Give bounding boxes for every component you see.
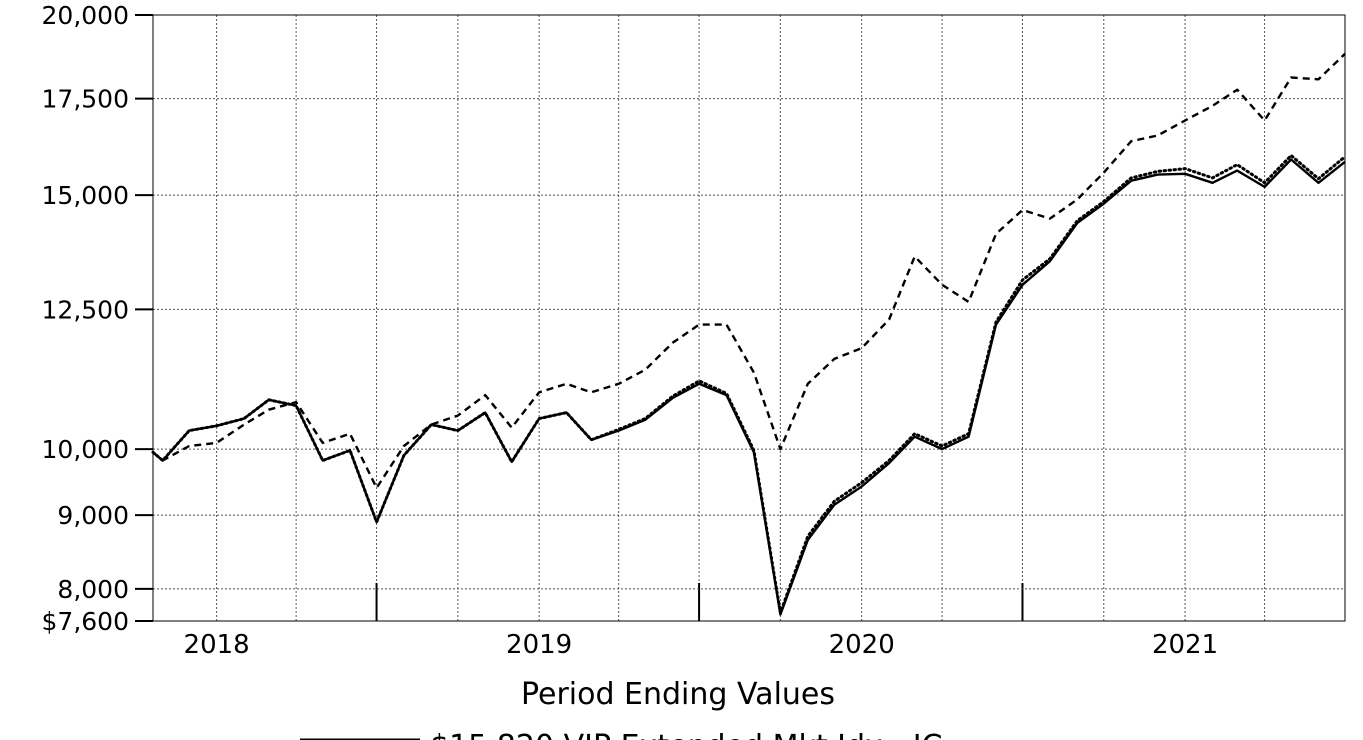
y-tick-label: 15,000 — [42, 181, 129, 210]
legend-label: $15,820 VIP Extended Mkt Idx - IC — [430, 729, 943, 740]
series-line — [151, 154, 1347, 615]
plot-frame — [152, 14, 1346, 622]
y-tick-label: 17,500 — [42, 85, 129, 114]
y-tick-label: $7,600 — [42, 607, 129, 636]
x-tick-label: 2020 — [829, 630, 895, 660]
y-tick-label: 8,000 — [57, 575, 129, 604]
x-tick-label: 2018 — [184, 630, 250, 660]
y-tick-label: 10,000 — [42, 435, 129, 464]
y-tick-label: 20,000 — [42, 1, 129, 30]
x-tick-label: 2021 — [1152, 630, 1218, 660]
y-tick-label: 9,000 — [57, 501, 129, 530]
x-tick-label: 2019 — [506, 630, 572, 660]
chart-title: Period Ending Values — [521, 677, 835, 712]
series-line — [152, 158, 1346, 616]
y-tick-label: 12,500 — [42, 295, 129, 324]
series-line — [152, 52, 1346, 490]
